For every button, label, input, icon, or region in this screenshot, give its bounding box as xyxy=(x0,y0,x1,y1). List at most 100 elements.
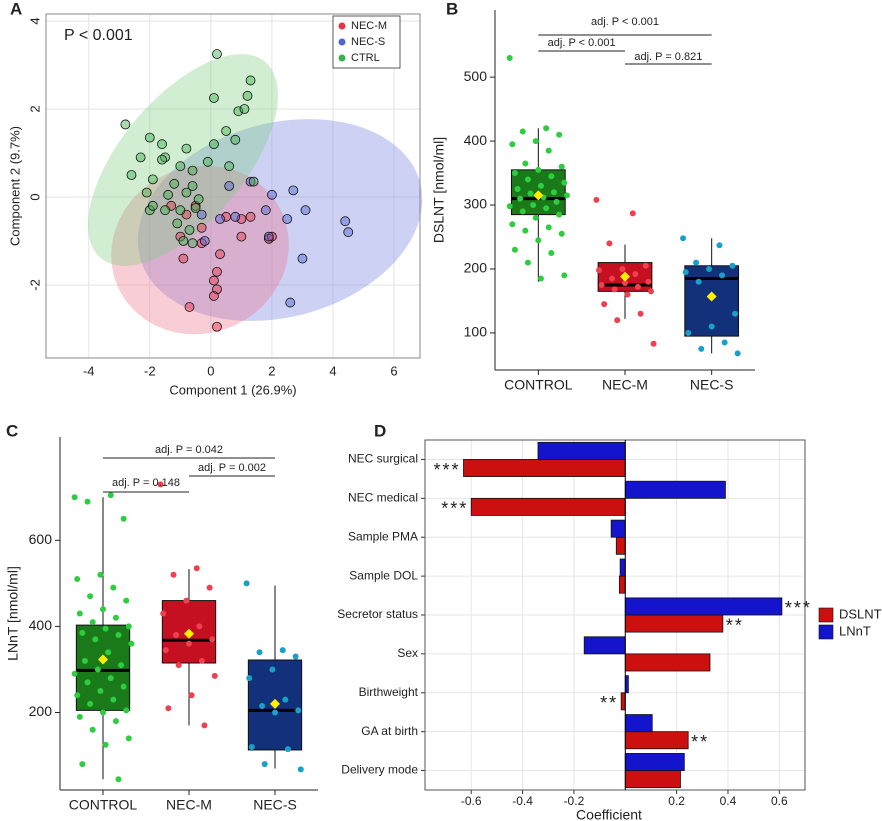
significance: *** xyxy=(441,499,468,519)
point xyxy=(107,675,114,682)
x-tick-label: 4 xyxy=(329,363,336,378)
point xyxy=(511,246,518,253)
point xyxy=(545,224,552,231)
point xyxy=(230,134,241,145)
point xyxy=(196,209,207,220)
point xyxy=(506,54,513,61)
comparison-label: adj. P = 0.042 xyxy=(155,444,223,456)
bar xyxy=(470,497,626,516)
point xyxy=(120,515,127,522)
point xyxy=(211,672,218,679)
ellipse-ctrl xyxy=(87,54,279,266)
plot-background xyxy=(46,14,420,358)
point xyxy=(545,147,552,154)
point xyxy=(71,670,78,677)
point xyxy=(517,195,524,202)
point xyxy=(511,170,518,177)
point xyxy=(629,210,636,217)
point xyxy=(269,666,276,673)
point xyxy=(593,196,600,203)
point xyxy=(172,218,183,229)
plot-frame xyxy=(45,13,421,359)
point xyxy=(267,231,277,242)
x-tick-label: -0.4 xyxy=(512,794,533,808)
point xyxy=(110,696,117,703)
point xyxy=(239,104,250,114)
point xyxy=(606,240,613,247)
point xyxy=(596,267,602,274)
point xyxy=(209,275,219,286)
point xyxy=(556,131,563,138)
bar xyxy=(624,714,653,733)
point xyxy=(97,571,104,578)
bar xyxy=(615,536,626,555)
y-axis-label: LNnT [nmol/ml] xyxy=(5,566,21,661)
point xyxy=(246,675,253,682)
panel-letter: C xyxy=(6,421,18,440)
point xyxy=(224,181,235,191)
y-axis-label: DSLNT [nmol/ml] xyxy=(431,137,447,243)
point xyxy=(635,283,641,290)
box xyxy=(247,659,303,751)
point xyxy=(732,310,739,317)
y-tick-label: -2 xyxy=(27,279,42,291)
point xyxy=(548,173,555,180)
point xyxy=(509,221,516,228)
y-tick-label: 300 xyxy=(464,196,488,212)
point xyxy=(648,288,654,295)
point xyxy=(76,713,83,720)
legend-marker xyxy=(338,54,346,62)
mean xyxy=(706,291,717,302)
point xyxy=(543,125,550,132)
x-tick-label: NEC-S xyxy=(253,797,297,813)
point xyxy=(163,189,174,200)
point xyxy=(76,610,83,617)
point xyxy=(125,623,132,630)
x-tick-label: -0.2 xyxy=(564,794,585,808)
point xyxy=(118,662,125,669)
point xyxy=(343,227,354,238)
x-tick-label: 6 xyxy=(390,363,397,378)
point xyxy=(128,640,135,647)
point xyxy=(558,163,565,170)
x-tick-label: 0 xyxy=(207,363,214,378)
point xyxy=(100,606,106,613)
point xyxy=(561,179,568,186)
y-axis-label: Component 2 (9.7%) xyxy=(7,126,22,246)
point xyxy=(81,657,88,664)
point xyxy=(107,492,114,499)
legend-label: DSLNT xyxy=(839,606,882,621)
point xyxy=(522,227,529,234)
panel-letter: B xyxy=(446,0,458,18)
point xyxy=(279,647,286,654)
point xyxy=(563,192,570,199)
point xyxy=(110,584,117,591)
point xyxy=(706,265,713,272)
point xyxy=(721,339,728,346)
point xyxy=(532,138,539,145)
point xyxy=(682,269,689,276)
point xyxy=(198,657,205,664)
point xyxy=(614,317,621,324)
point xyxy=(126,170,137,180)
point xyxy=(650,340,657,347)
y-tick-label: 100 xyxy=(464,324,488,340)
y-tick-label: 400 xyxy=(464,132,488,148)
point xyxy=(175,662,182,669)
point xyxy=(221,126,232,136)
point xyxy=(543,205,550,212)
point xyxy=(288,185,299,196)
point xyxy=(84,498,91,505)
point xyxy=(141,187,152,198)
comparison-label: adj. P < 0.001 xyxy=(548,37,616,49)
x-tick-label: NEC-M xyxy=(166,797,212,813)
annotation: P < 0.001 xyxy=(64,27,133,44)
point xyxy=(297,253,308,264)
point xyxy=(105,649,112,656)
point xyxy=(245,75,256,86)
point xyxy=(199,236,210,246)
point xyxy=(601,301,608,308)
point xyxy=(295,707,302,714)
point xyxy=(524,259,531,266)
point xyxy=(729,262,736,269)
